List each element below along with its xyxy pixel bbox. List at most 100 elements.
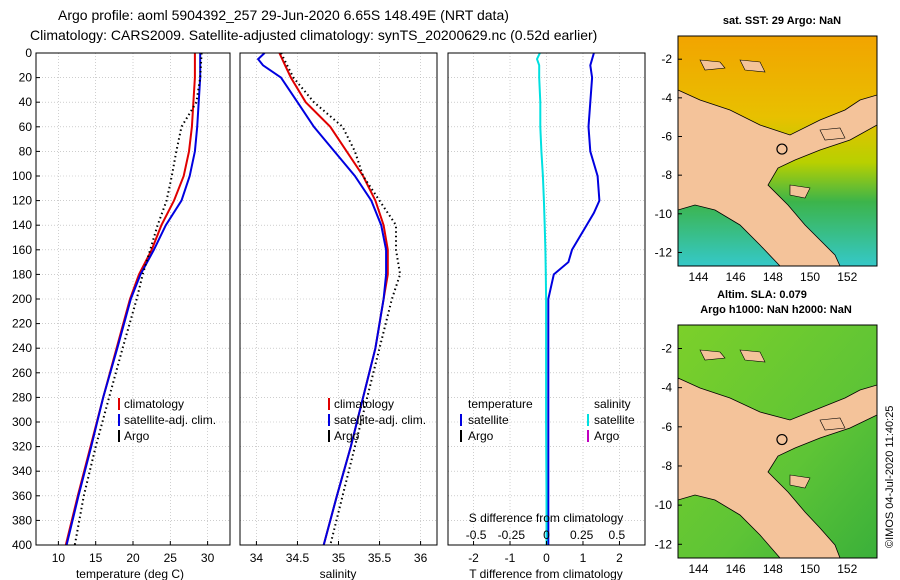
y-tick-label: 120 — [12, 194, 32, 208]
x-tick-label: 20 — [126, 551, 140, 565]
map-y-tick-label: -2 — [661, 52, 672, 66]
legend-label-argo: Argo — [334, 429, 360, 443]
y-tick-label: 20 — [19, 71, 33, 85]
legend-swatch-climatology — [328, 398, 330, 410]
y-tick-label: 280 — [12, 390, 32, 404]
salinity-xlabel: salinity — [320, 567, 357, 580]
y-tick-label: 180 — [12, 267, 32, 281]
temperature-legend: climatology satellite-adj. clim. Argo — [118, 397, 216, 443]
legend-swatch-sal-argo — [587, 430, 589, 442]
legend-swatch-satellite — [328, 414, 330, 426]
series-line-temperature-satellite — [547, 52, 601, 545]
y-tick-label: 100 — [12, 169, 32, 183]
legend-swatch-argo — [118, 430, 120, 442]
map-x-tick-label: 150 — [800, 270, 820, 284]
map-x-tick-label: 152 — [837, 562, 857, 576]
credit-text: ©IMOS 04-Jul-2020 11:40:25 — [884, 406, 896, 548]
y-tick-label: 380 — [12, 513, 32, 527]
title-line-2: Climatology: CARS2009. Satellite-adjuste… — [30, 27, 597, 43]
sla-map-frame — [677, 324, 878, 559]
y-tick-label: 60 — [19, 120, 33, 134]
map-x-tick-label: 148 — [763, 562, 783, 576]
y-tick-label: 320 — [12, 440, 32, 454]
salinity-panel: 34 34.5 35 35.5 36 — [239, 52, 438, 565]
x-tick-label-salinity: 0 — [543, 528, 550, 542]
difference-xlabel: T difference from climatology — [469, 567, 623, 580]
x-tick-label: 0 — [543, 551, 550, 565]
series-line-argo — [73, 52, 203, 546]
legend-label-climatology: climatology — [334, 397, 394, 411]
y-tick-label: 260 — [12, 366, 32, 380]
legend-swatch-temp-argo — [460, 430, 462, 442]
x-tick-label: 25 — [164, 551, 178, 565]
sst-map-title: sat. SST: 29 Argo: NaN — [723, 15, 841, 27]
map-y-tick-label: -10 — [655, 498, 673, 512]
map-y-tick-label: -2 — [661, 341, 672, 355]
map-y-tick-label: -12 — [655, 245, 673, 259]
series-line-satellite-adj-clim- — [256, 52, 388, 546]
series-line-salinity-satellite — [535, 52, 548, 545]
legend-label-sal-argo: Argo — [594, 429, 620, 443]
legend-swatch-satellite — [118, 414, 120, 426]
temperature-panel: 10 15 20 25 30020406080100120140160180200220… — [12, 46, 231, 565]
y-tick-label: 200 — [12, 292, 32, 306]
legend-swatch-sal-satellite — [587, 414, 589, 426]
x-tick-label-salinity: -0.25 — [498, 528, 526, 542]
y-tick-label: 40 — [19, 95, 33, 109]
x-tick-label: 35.5 — [368, 551, 392, 565]
x-tick-label: 34 — [250, 551, 264, 565]
y-tick-label: 400 — [12, 538, 32, 552]
y-tick-label: 0 — [25, 46, 32, 60]
difference-legend: temperature satellite Argo salinity sate… — [460, 397, 635, 443]
legend-swatch-argo — [328, 430, 330, 442]
map-x-tick-label: 152 — [837, 270, 857, 284]
y-tick-label: 240 — [12, 341, 32, 355]
y-tick-label: 160 — [12, 243, 32, 257]
sst-map-argo-marker — [776, 143, 788, 155]
sla-map-argo-marker — [776, 433, 788, 446]
map-x-tick-label: 144 — [688, 270, 708, 284]
x-tick-label: 1 — [580, 551, 587, 565]
sla-map-ticks: 144 146 148 150 152 -2 -4 -6 -8 -10 -12 — [655, 341, 858, 576]
legend-title-salinity: salinity — [594, 397, 631, 411]
map-y-tick-label: -6 — [661, 130, 672, 144]
series-line-argo — [280, 52, 402, 546]
legend-swatch-temp-satellite — [460, 414, 462, 426]
legend-label-temp-satellite: satellite — [468, 413, 509, 427]
title-line-1: Argo profile: aoml 5904392_257 29-Jun-20… — [58, 7, 509, 23]
legend-label-temp-argo: Argo — [468, 429, 494, 443]
x-tick-label: 35 — [332, 551, 346, 565]
legend-swatch-climatology — [118, 398, 120, 410]
y-tick-label: 340 — [12, 464, 32, 478]
sst-map-islands — [699, 59, 846, 199]
map-x-tick-label: 150 — [800, 562, 820, 576]
map-y-tick-label: -8 — [661, 168, 672, 182]
x-tick-label: 2 — [616, 551, 623, 565]
map-y-tick-label: -8 — [661, 459, 672, 473]
legend-label-argo: Argo — [124, 429, 150, 443]
sst-map-ticks: 144 146 148 150 152 -2 -4 -6 -8 -10 -12 — [655, 52, 858, 284]
legend-label-satellite: satellite-adj. clim. — [124, 413, 216, 427]
sla-map-subtitle: Argo h1000: NaN h2000: NaN — [700, 304, 852, 316]
map-x-tick-label: 148 — [763, 270, 783, 284]
legend-label-climatology: climatology — [124, 397, 184, 411]
x-tick-label: 15 — [89, 551, 103, 565]
x-tick-label-salinity: 0.25 — [570, 528, 594, 542]
map-x-tick-label: 146 — [726, 270, 746, 284]
x-tick-label-salinity: 0.5 — [609, 528, 626, 542]
x-tick-label: -2 — [468, 551, 479, 565]
map-x-tick-label: 144 — [688, 562, 708, 576]
map-x-tick-label: 146 — [726, 562, 746, 576]
legend-label-satellite: satellite-adj. clim. — [334, 413, 426, 427]
series-line-satellite-adj-clim- — [65, 53, 202, 546]
y-tick-label: 140 — [12, 218, 32, 232]
map-y-tick-label: -6 — [661, 420, 672, 434]
y-tick-label: 300 — [12, 415, 32, 429]
map-y-tick-label: -4 — [661, 381, 672, 395]
sla-map: Altim. SLA: 0.079 Argo h1000: NaN h2000:… — [655, 289, 878, 576]
y-tick-label: 80 — [19, 144, 33, 158]
difference-panel: -2 -1 0 1 2 -0.5 -0.25 0 0.25 0.5 — [447, 52, 646, 565]
legend-label-sal-satellite: satellite — [594, 413, 635, 427]
x-tick-label: 10 — [52, 551, 66, 565]
